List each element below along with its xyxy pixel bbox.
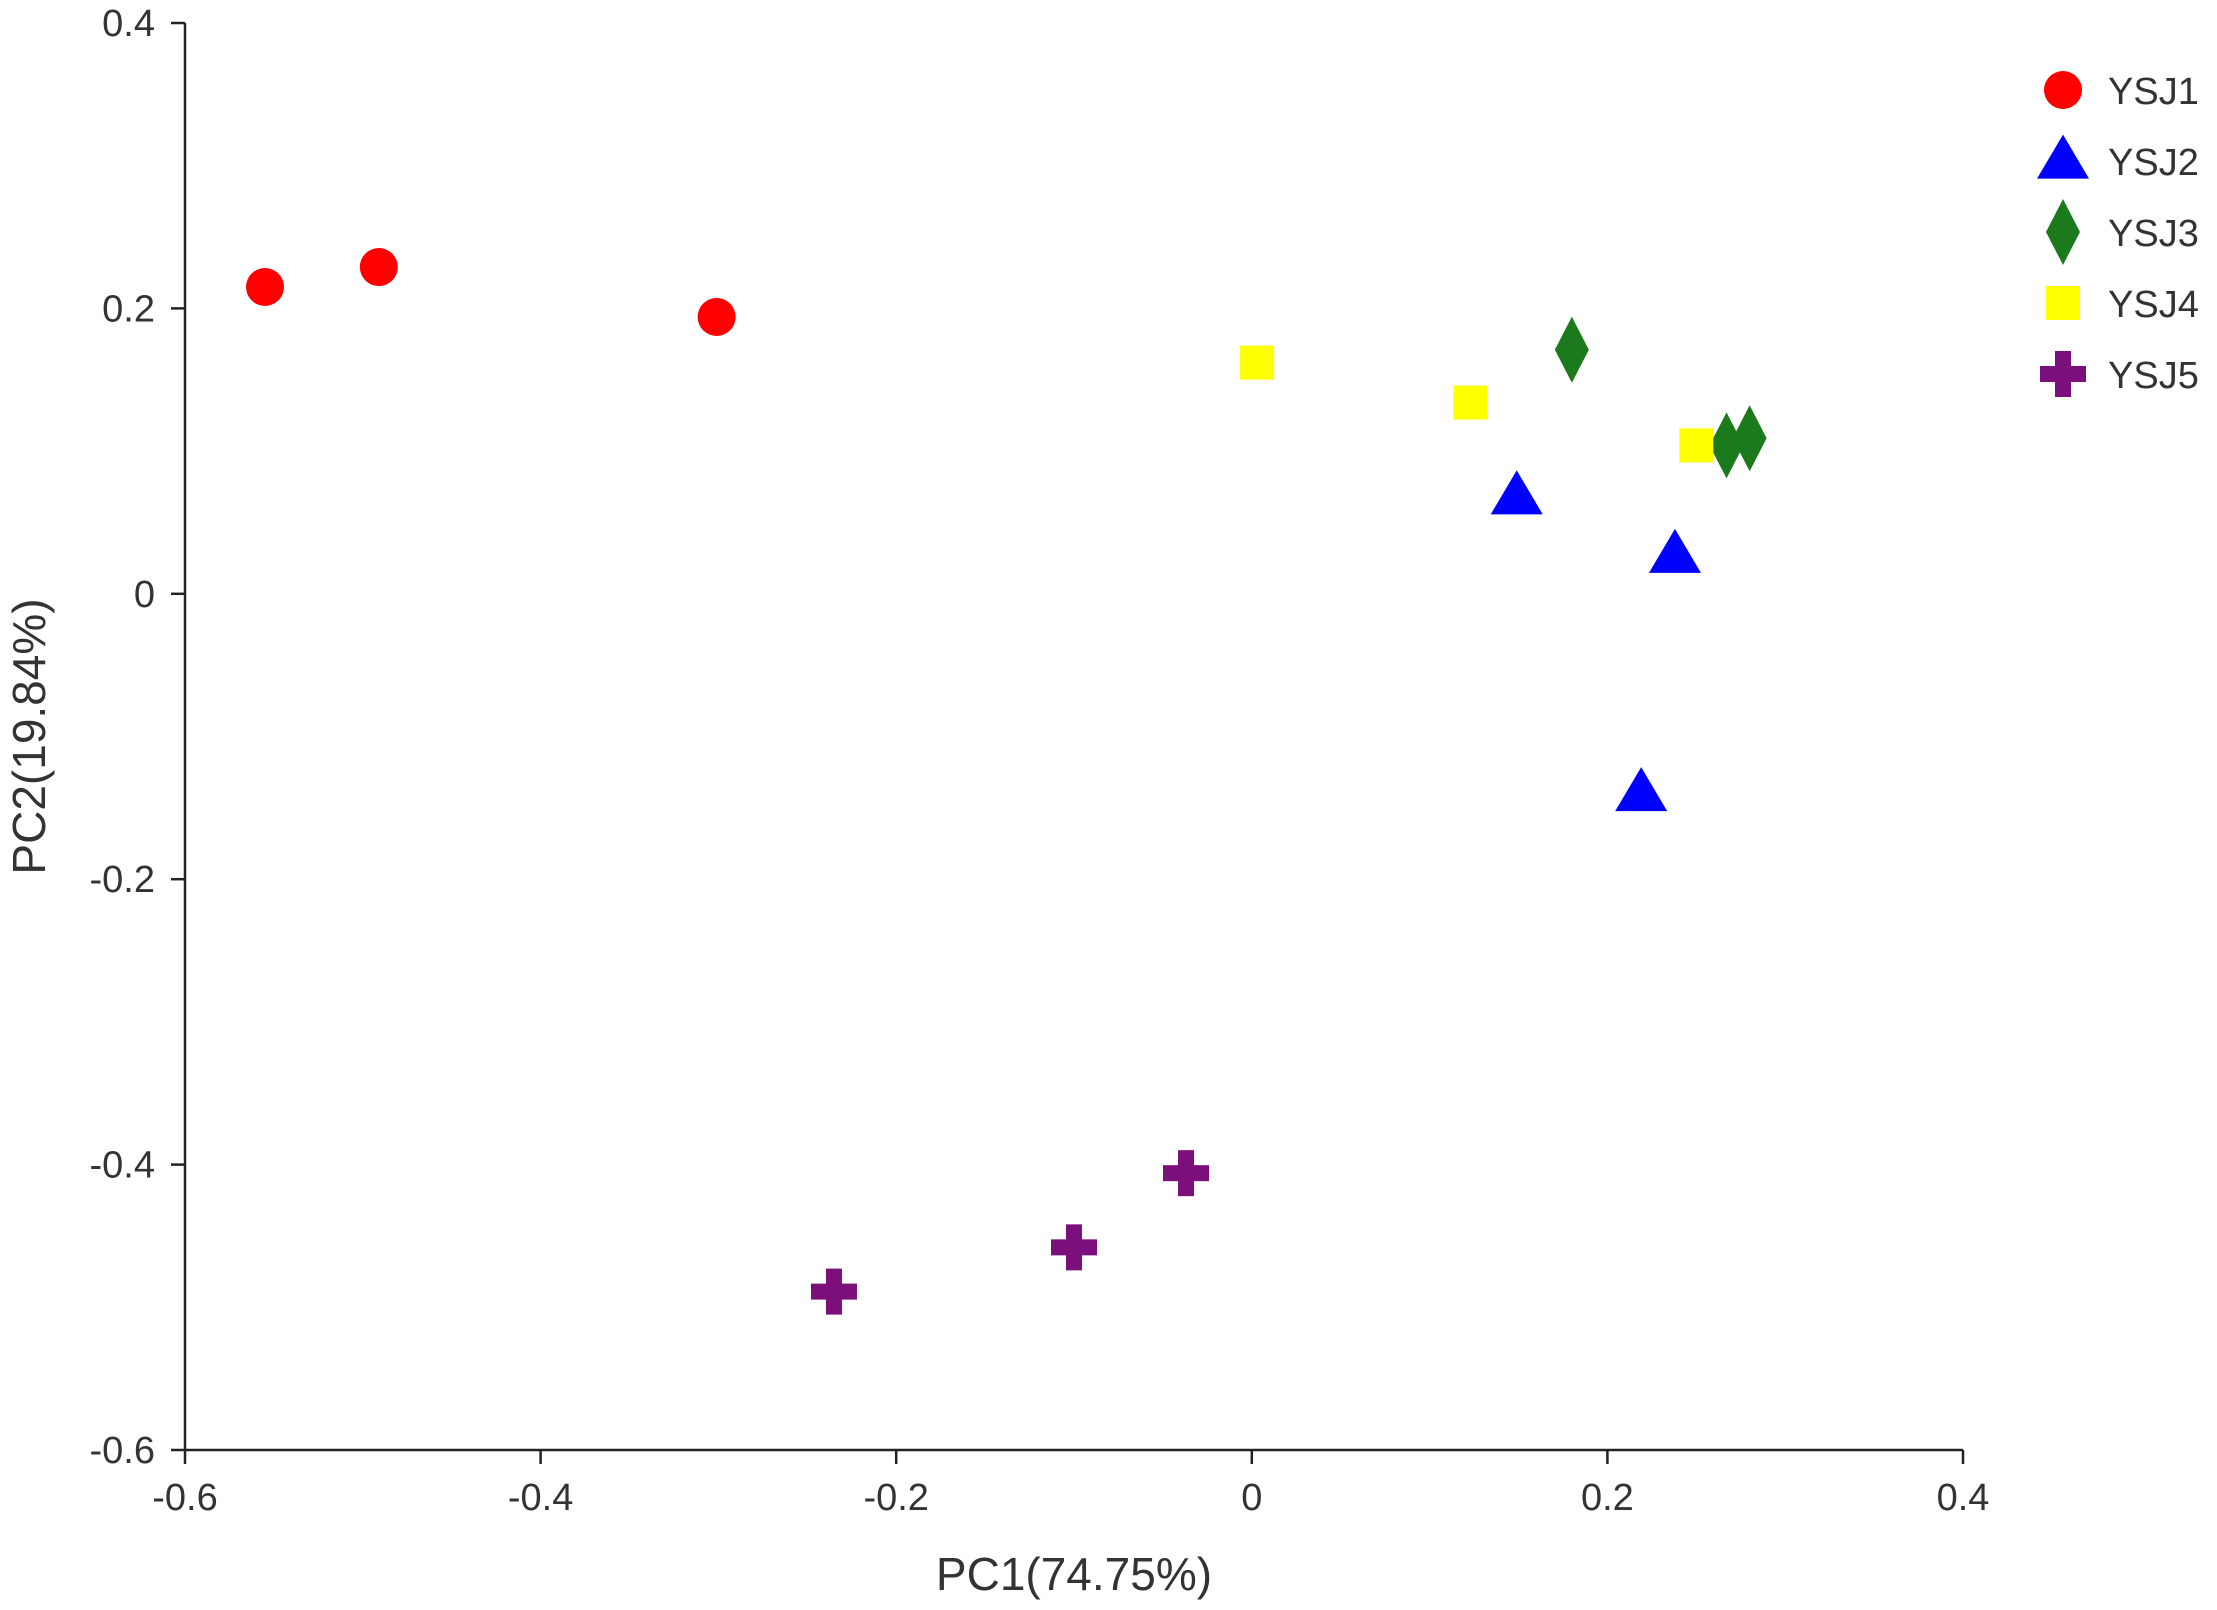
data-point-ysj3	[1732, 405, 1767, 472]
x-tick-label: 0	[1241, 1477, 1262, 1519]
legend: YSJ1 YSJ2 YSJ3 YSJ4 YSJ5	[2037, 71, 2199, 397]
series-ysj2	[1490, 470, 1701, 812]
legend-item-ysj1: YSJ1	[2044, 71, 2199, 113]
data-point-ysj4	[1240, 345, 1275, 380]
cross-bar-vertical	[1066, 1224, 1082, 1271]
data-point-ysj4	[1453, 385, 1488, 420]
data-point-ysj2	[1490, 470, 1543, 515]
legend-label: YSJ4	[2108, 284, 2199, 326]
legend-item-ysj2: YSJ2	[2037, 134, 2199, 184]
data-point-ysj2	[1615, 767, 1668, 812]
data-point-ysj5	[1163, 1150, 1210, 1197]
data-points	[246, 248, 1767, 1315]
legend-marker-ysj1	[2044, 71, 2082, 109]
legend-item-ysj4: YSJ4	[2046, 284, 2199, 326]
legend-marker-ysj5	[2040, 351, 2086, 397]
y-tick-label: 0.2	[102, 288, 155, 330]
cross-bar-vertical	[825, 1268, 842, 1315]
series-ysj1	[246, 248, 736, 336]
data-point-ysj1	[246, 267, 285, 306]
y-tick-label: 0.4	[102, 3, 155, 45]
legend-item-ysj3: YSJ3	[2046, 199, 2199, 265]
x-tick-label: -0.6	[152, 1477, 217, 1519]
legend-marker-ysj3	[2046, 199, 2080, 265]
data-point-ysj2	[1648, 528, 1701, 573]
data-point-ysj3	[1709, 412, 1744, 479]
data-point-ysj3	[1554, 316, 1589, 383]
y-axis-title: PC2(19.84%)	[3, 598, 55, 874]
legend-label: YSJ5	[2108, 355, 2199, 397]
y-tick-label: -0.4	[90, 1145, 155, 1187]
data-point-ysj1	[359, 248, 398, 287]
data-point-ysj5	[810, 1268, 857, 1315]
legend-label: YSJ2	[2108, 142, 2199, 184]
legend-label: YSJ3	[2108, 213, 2199, 255]
y-tick-label: -0.2	[90, 859, 155, 901]
legend-item-ysj5: YSJ5	[2040, 351, 2199, 397]
legend-marker-ysj4	[2046, 286, 2080, 320]
x-tick-label: -0.2	[863, 1477, 928, 1519]
x-axis-title: PC1(74.75%)	[936, 1548, 1212, 1600]
data-point-ysj5	[1051, 1224, 1097, 1271]
legend-marker-ysj2	[2037, 134, 2089, 179]
series-ysj5	[810, 1150, 1210, 1315]
series-ysj4	[1240, 345, 1714, 463]
x-tick-label: 0.4	[1937, 1477, 1990, 1519]
axes: -0.6 -0.4 -0.2 0 0.2 0.4 -0.6 -0.4 -0.2 0 0.2 0.4	[90, 3, 1990, 1519]
x-tick-label: -0.4	[508, 1477, 573, 1519]
cross-bar-vertical	[2055, 351, 2071, 397]
legend-label: YSJ1	[2108, 71, 2199, 113]
x-tick-label: 0.2	[1581, 1477, 1634, 1519]
y-tick-label: -0.6	[90, 1430, 155, 1472]
y-tick-label: 0	[134, 574, 155, 616]
cross-bar-vertical	[1178, 1150, 1195, 1197]
data-point-ysj4	[1679, 428, 1714, 463]
data-point-ysj1	[697, 297, 736, 336]
series-ysj3	[1554, 316, 1767, 479]
